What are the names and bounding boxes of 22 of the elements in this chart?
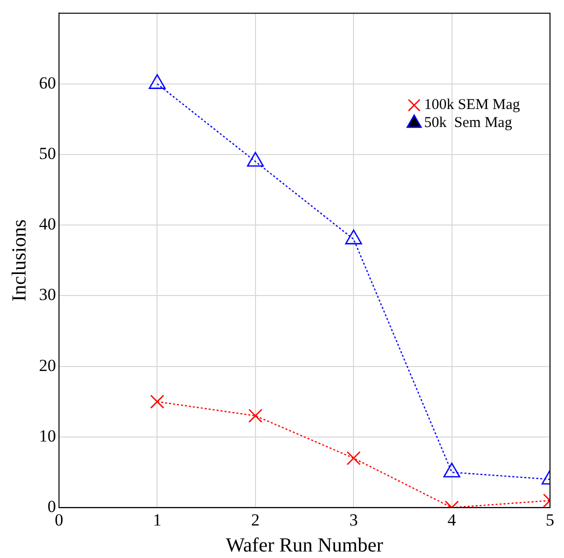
x-axis-title: Wafer Run Number xyxy=(226,534,384,556)
point xyxy=(345,230,362,244)
x-tick-label: 5 xyxy=(546,510,554,530)
y-tick-label: 10 xyxy=(39,426,56,446)
y-tick-label: 50 xyxy=(39,144,56,163)
x-tick-label: 1 xyxy=(152,510,162,530)
x-tick-label: 2 xyxy=(251,510,260,530)
y-tick-label: 60 xyxy=(39,73,56,92)
y-tick-label: 20 xyxy=(39,356,56,375)
y-tick-label: 30 xyxy=(39,285,56,304)
point xyxy=(246,152,264,167)
point xyxy=(248,408,262,423)
point xyxy=(346,451,361,466)
x-tick-label: 4 xyxy=(448,510,457,530)
y-tick-label: 40 xyxy=(39,214,56,234)
x-tick-label: 3 xyxy=(349,510,358,530)
legend-label: 100k SEM Mag xyxy=(424,97,520,114)
y-tick-label: 0 xyxy=(48,497,56,516)
y-axis-title: Inclusions xyxy=(8,219,30,302)
point xyxy=(150,394,164,409)
legend-label: 50k Sem Mag xyxy=(424,115,513,132)
point xyxy=(148,74,166,89)
